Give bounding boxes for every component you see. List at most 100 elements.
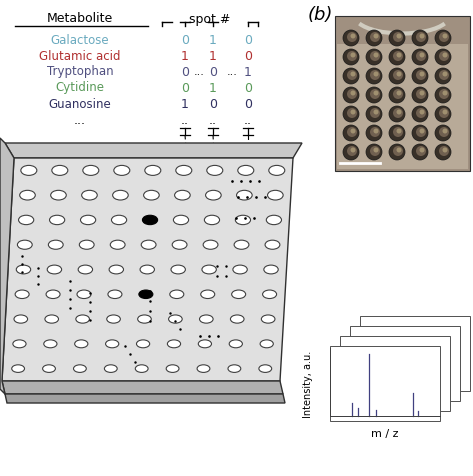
- Circle shape: [347, 90, 357, 100]
- Ellipse shape: [202, 266, 216, 274]
- Text: 1: 1: [181, 97, 189, 110]
- Ellipse shape: [79, 241, 94, 250]
- Ellipse shape: [78, 266, 93, 274]
- Ellipse shape: [204, 216, 219, 225]
- Circle shape: [439, 147, 449, 157]
- Ellipse shape: [232, 290, 245, 299]
- Text: 0: 0: [244, 33, 252, 46]
- Bar: [337, 45, 468, 169]
- Circle shape: [420, 34, 424, 40]
- Ellipse shape: [16, 266, 31, 274]
- Ellipse shape: [145, 166, 161, 176]
- Ellipse shape: [48, 241, 63, 250]
- Ellipse shape: [15, 290, 29, 299]
- Ellipse shape: [171, 266, 185, 274]
- Circle shape: [366, 145, 382, 161]
- Circle shape: [412, 88, 428, 104]
- Circle shape: [374, 91, 378, 96]
- Circle shape: [443, 53, 447, 59]
- Circle shape: [343, 69, 359, 85]
- Ellipse shape: [265, 241, 280, 250]
- Circle shape: [412, 50, 428, 66]
- Text: Intensity, a.u.: Intensity, a.u.: [303, 350, 313, 417]
- Circle shape: [389, 31, 405, 47]
- Circle shape: [347, 71, 357, 81]
- Text: 0: 0: [209, 97, 217, 110]
- Polygon shape: [0, 139, 14, 394]
- Circle shape: [412, 31, 428, 47]
- Circle shape: [443, 129, 447, 134]
- Ellipse shape: [20, 191, 35, 200]
- Circle shape: [396, 91, 402, 96]
- Circle shape: [393, 71, 403, 81]
- Circle shape: [439, 33, 449, 43]
- Ellipse shape: [238, 166, 254, 176]
- Ellipse shape: [80, 216, 96, 225]
- Bar: [350, 327, 460, 401]
- Ellipse shape: [260, 340, 273, 348]
- Polygon shape: [2, 381, 283, 394]
- Ellipse shape: [166, 365, 179, 373]
- Circle shape: [370, 71, 380, 81]
- Ellipse shape: [113, 191, 128, 200]
- Circle shape: [435, 69, 451, 85]
- Ellipse shape: [170, 290, 184, 299]
- Ellipse shape: [114, 166, 130, 176]
- Ellipse shape: [234, 241, 249, 250]
- Circle shape: [389, 69, 405, 85]
- Circle shape: [443, 72, 447, 77]
- Circle shape: [370, 109, 380, 119]
- Ellipse shape: [201, 290, 215, 299]
- Bar: [360, 317, 470, 391]
- Circle shape: [347, 128, 357, 138]
- Ellipse shape: [13, 340, 26, 348]
- Circle shape: [366, 69, 382, 85]
- Ellipse shape: [167, 340, 181, 348]
- Ellipse shape: [266, 216, 281, 225]
- Ellipse shape: [83, 166, 99, 176]
- Ellipse shape: [112, 216, 127, 225]
- Ellipse shape: [135, 365, 148, 373]
- Circle shape: [347, 33, 357, 43]
- Text: 1: 1: [244, 65, 252, 79]
- Text: Metabolite: Metabolite: [47, 12, 113, 25]
- Ellipse shape: [82, 191, 97, 200]
- Circle shape: [420, 148, 424, 153]
- Circle shape: [393, 147, 403, 157]
- Ellipse shape: [105, 365, 117, 373]
- Circle shape: [350, 72, 356, 77]
- Circle shape: [374, 148, 378, 153]
- Circle shape: [420, 129, 424, 134]
- Ellipse shape: [110, 241, 125, 250]
- Ellipse shape: [14, 315, 27, 324]
- Circle shape: [435, 145, 451, 161]
- Circle shape: [350, 53, 356, 59]
- Circle shape: [374, 72, 378, 77]
- Ellipse shape: [228, 365, 241, 373]
- Circle shape: [396, 72, 402, 77]
- Ellipse shape: [176, 166, 192, 176]
- Circle shape: [396, 53, 402, 59]
- Text: m / z: m / z: [371, 428, 399, 438]
- Bar: [330, 346, 440, 421]
- Ellipse shape: [236, 216, 251, 225]
- Ellipse shape: [142, 216, 158, 225]
- Circle shape: [350, 129, 356, 134]
- Bar: [335, 17, 470, 172]
- Circle shape: [435, 50, 451, 66]
- Circle shape: [366, 107, 382, 123]
- Circle shape: [370, 33, 380, 43]
- Circle shape: [412, 126, 428, 142]
- Ellipse shape: [12, 365, 25, 373]
- Circle shape: [435, 31, 451, 47]
- Circle shape: [350, 34, 356, 40]
- Circle shape: [350, 110, 356, 115]
- Text: ..: ..: [244, 113, 252, 126]
- Circle shape: [370, 147, 380, 157]
- Circle shape: [439, 90, 449, 100]
- Circle shape: [374, 53, 378, 59]
- Ellipse shape: [172, 241, 187, 250]
- Ellipse shape: [141, 241, 156, 250]
- Polygon shape: [5, 394, 285, 403]
- Text: 0: 0: [181, 81, 189, 94]
